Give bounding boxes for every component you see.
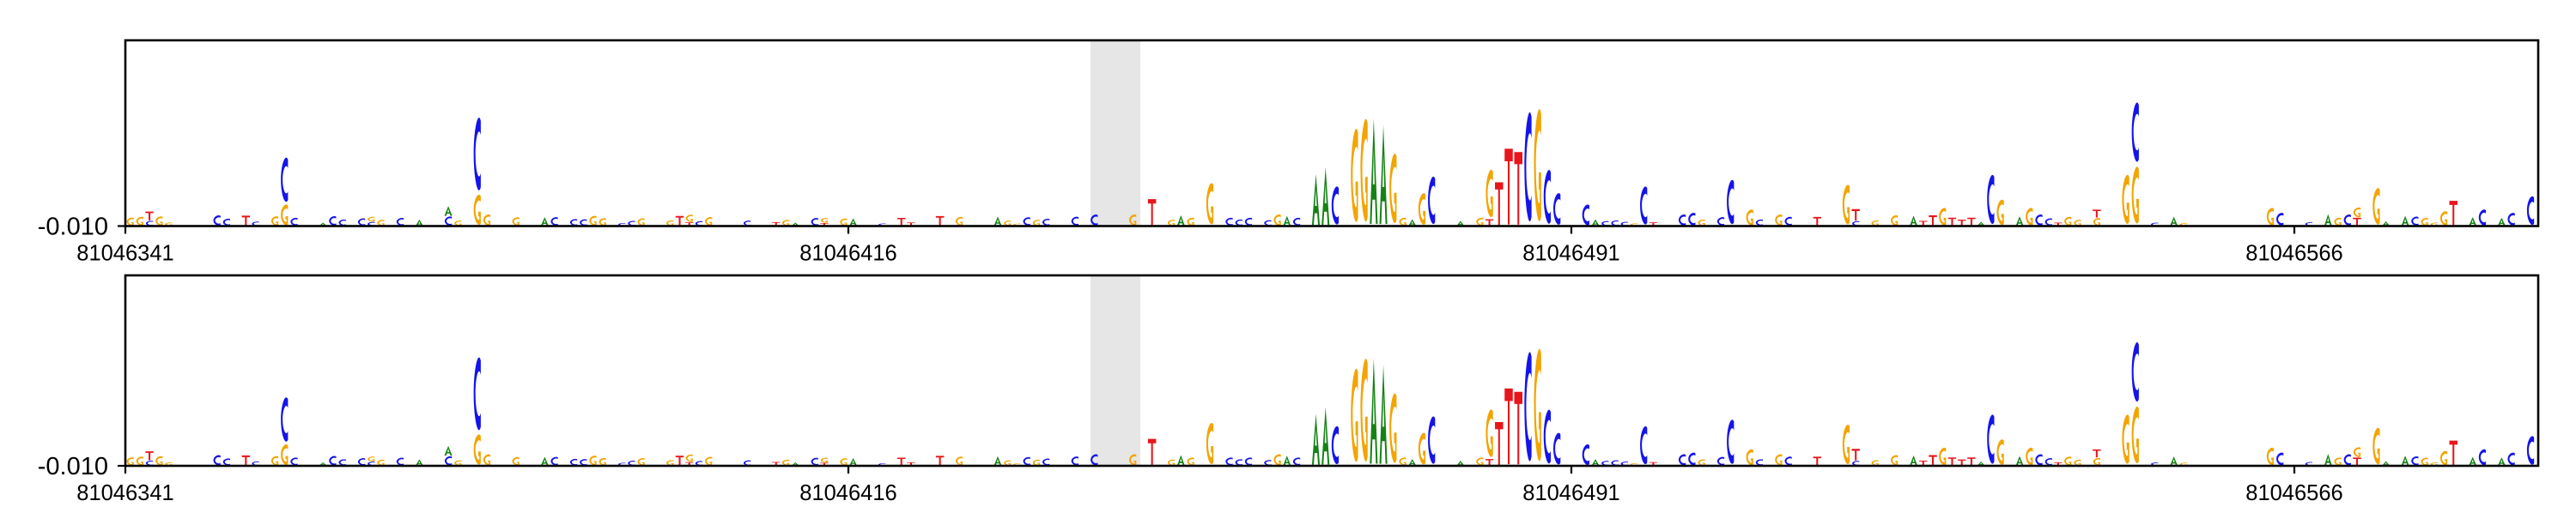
- svg-text:-0.010: -0.010: [38, 453, 108, 480]
- svg-text:81046341: 81046341: [76, 481, 173, 505]
- svg-text:81046341: 81046341: [76, 242, 173, 266]
- svg-text:81046491: 81046491: [1522, 481, 1619, 505]
- svg-text:81046566: 81046566: [2245, 481, 2342, 505]
- svg-text:-0.010: -0.010: [38, 214, 108, 241]
- svg-text:81046491: 81046491: [1522, 242, 1619, 266]
- svg-text:81046566: 81046566: [2245, 242, 2342, 266]
- svg-text:81046416: 81046416: [799, 242, 896, 266]
- svg-text:81046416: 81046416: [799, 481, 896, 505]
